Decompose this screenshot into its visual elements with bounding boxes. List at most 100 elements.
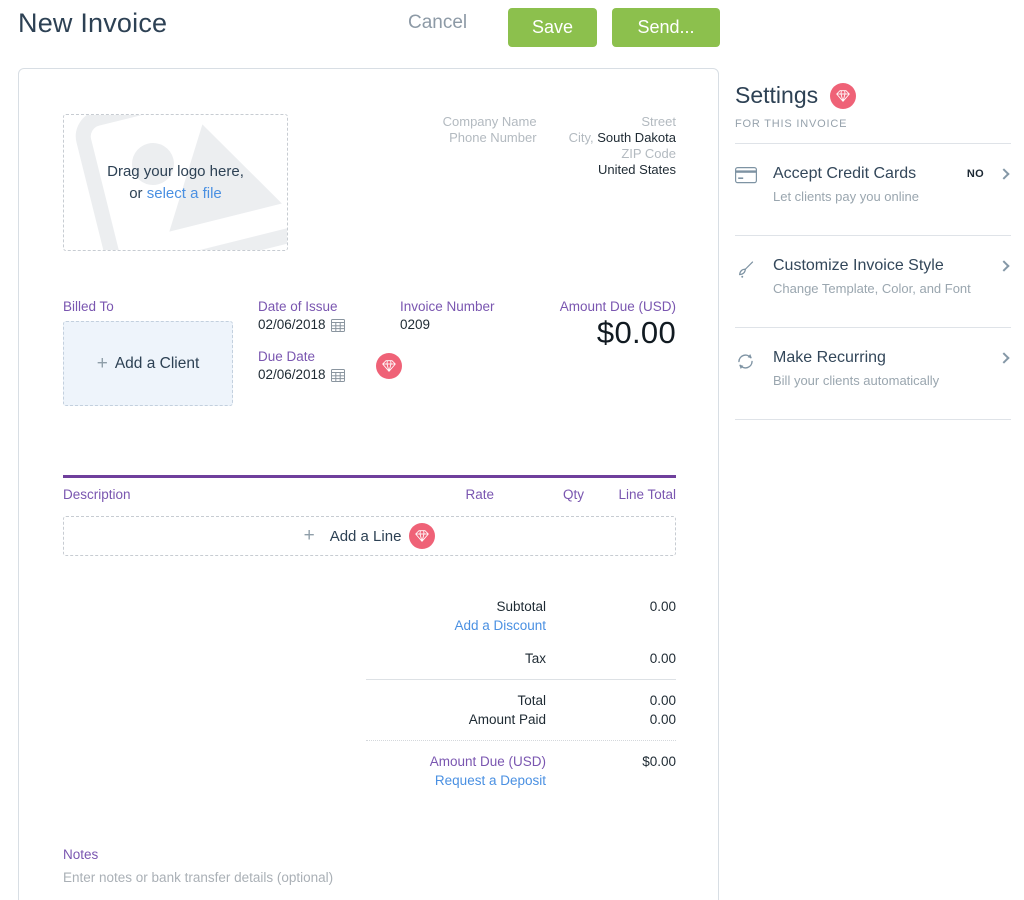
date-of-issue-text: 02/06/2018 — [258, 317, 326, 332]
notes-input[interactable]: Enter notes or bank transfer details (op… — [63, 870, 334, 885]
gem-glyph-icon — [382, 360, 396, 372]
credit-card-icon — [735, 165, 759, 204]
save-button[interactable]: Save — [508, 8, 597, 47]
amount-due-value: $0.00 — [642, 754, 676, 769]
premium-gem-icon[interactable] — [376, 353, 402, 379]
total-value: 0.00 — [649, 693, 676, 708]
tax-label[interactable]: Tax — [524, 651, 546, 666]
logo-drop-or: or — [129, 184, 147, 202]
divider — [735, 235, 1011, 236]
company-info: Company Name Phone Number Street City, S… — [443, 114, 676, 251]
settings-panel: Settings FOR THIS INVOICE Accept Credit … — [735, 82, 1011, 420]
amount-due-column: Amount Due (USD) $0.00 — [530, 299, 676, 406]
setting-accept-credit-cards[interactable]: Accept Credit Cards NO Let clients pay y… — [735, 144, 1011, 222]
divider — [735, 419, 1011, 420]
divider — [366, 740, 676, 741]
logo-drop-text: Drag your logo here, or select a file — [107, 161, 244, 205]
billed-to-column: Billed To + Add a Client — [63, 299, 233, 406]
date-of-issue-value[interactable]: 02/06/2018 — [258, 317, 370, 332]
setting-body: Make Recurring Bill your clients automat… — [773, 349, 1011, 388]
cancel-button[interactable]: Cancel — [408, 12, 468, 33]
column-line-total: Line Total — [618, 487, 676, 502]
divider — [735, 143, 1011, 144]
amount-paid-row: Amount Paid 0.00 — [366, 711, 676, 728]
amount-due-header-value: $0.00 — [596, 315, 676, 350]
amount-paid-label: Amount Paid — [468, 712, 546, 727]
subtotal-label: Subtotal — [496, 599, 546, 614]
phone-number-field[interactable]: Phone Number — [449, 130, 537, 145]
logo-dropzone[interactable]: Drag your logo here, or select a file — [63, 114, 288, 251]
setting-body: Accept Credit Cards NO Let clients pay y… — [773, 165, 1011, 204]
date-of-issue-label: Date of Issue — [258, 299, 338, 314]
amount-due-row: Amount Due (USD) $0.00 — [366, 753, 676, 770]
chevron-right-icon — [998, 260, 1010, 272]
setting-label: Accept Credit Cards — [773, 165, 917, 182]
recurring-sync-icon — [735, 349, 759, 388]
invoice-card: Drag your logo here, or select a file Co… — [18, 68, 719, 900]
send-button[interactable]: Send... — [612, 8, 720, 47]
setting-label: Make Recurring — [773, 349, 886, 366]
subtotal-value: 0.00 — [649, 599, 676, 614]
company-identity-column: Company Name Phone Number — [443, 114, 537, 251]
due-date-block: Due Date 02/06/2018 — [258, 349, 402, 382]
gem-glyph-icon — [415, 530, 430, 542]
line-items-section: Description Rate Qty Line Total + Add a … — [63, 475, 676, 556]
setting-description: Bill your clients automatically — [773, 373, 940, 388]
settings-subtitle: FOR THIS INVOICE — [735, 118, 848, 130]
street-field[interactable]: Street — [641, 114, 676, 129]
divider — [735, 327, 1011, 328]
due-date-label: Due Date — [258, 349, 316, 364]
company-name-field[interactable]: Company Name — [442, 114, 537, 129]
request-deposit-link[interactable]: Request a Deposit — [434, 773, 546, 788]
line-items-header: Description Rate Qty Line Total — [63, 478, 676, 502]
add-line-label: Add a Line — [329, 527, 402, 545]
chevron-right-icon — [998, 168, 1010, 180]
state-value: South Dakota — [597, 130, 676, 145]
calendar-icon — [330, 368, 345, 382]
amount-due-header-label: Amount Due (USD) — [559, 299, 676, 314]
dates-column: Date of Issue 02/06/2018 Due Date 02/06/… — [258, 299, 402, 406]
add-client-label: Add a Client — [114, 354, 200, 372]
plus-icon: + — [303, 525, 315, 546]
invoice-head-row: Drag your logo here, or select a file Co… — [63, 114, 676, 251]
premium-gem-icon — [409, 523, 436, 549]
subtotal-row: Subtotal 0.00 — [366, 598, 676, 615]
totals-section: Subtotal 0.00 Add a Discount Tax 0.00 To… — [366, 598, 676, 789]
column-qty: Qty — [562, 487, 584, 502]
add-line-button[interactable]: + Add a Line — [63, 516, 676, 556]
divider — [366, 679, 676, 680]
calendar-icon — [330, 318, 345, 332]
tax-value: 0.00 — [649, 651, 676, 666]
page-title: New Invoice — [18, 8, 168, 38]
notes-label: Notes — [63, 847, 99, 862]
city-state-field[interactable]: City, South Dakota — [569, 130, 676, 146]
gem-glyph-icon — [836, 89, 850, 102]
add-client-button[interactable]: + Add a Client — [63, 321, 233, 406]
zip-field[interactable]: ZIP Code — [621, 146, 676, 161]
chevron-right-icon — [998, 352, 1010, 364]
setting-customize-invoice-style[interactable]: Customize Invoice Style Change Template,… — [735, 236, 1011, 314]
tax-row: Tax 0.00 — [366, 650, 676, 667]
invoice-number-value[interactable]: 0209 — [400, 317, 431, 332]
billing-row: Billed To + Add a Client Date of Issue 0… — [63, 299, 676, 406]
paintbrush-icon — [735, 257, 759, 296]
notes-section: Notes Enter notes or bank transfer detai… — [63, 847, 676, 885]
due-date-text: 02/06/2018 — [258, 367, 326, 382]
status-badge: NO — [966, 168, 984, 180]
setting-description: Let clients pay you online — [773, 189, 919, 204]
topbar: New Invoice Cancel Save Send... — [0, 0, 1024, 64]
logo-drop-line1: Drag your logo here, — [107, 162, 244, 180]
country-field[interactable]: United States — [597, 162, 676, 177]
plus-icon: + — [96, 352, 108, 374]
settings-header: Settings — [735, 82, 1011, 109]
company-address-column: Street City, South Dakota ZIP Code Unite… — [569, 114, 676, 251]
invoice-number-label: Invoice Number — [400, 299, 495, 314]
add-discount-link[interactable]: Add a Discount — [454, 618, 546, 633]
select-file-link[interactable]: select a file — [146, 184, 222, 202]
amount-due-label: Amount Due (USD) — [429, 754, 546, 769]
city-placeholder: City, — [568, 130, 598, 145]
due-date-value[interactable]: 02/06/2018 — [258, 367, 370, 382]
setting-make-recurring[interactable]: Make Recurring Bill your clients automat… — [735, 328, 1011, 406]
setting-body: Customize Invoice Style Change Template,… — [773, 257, 1011, 296]
